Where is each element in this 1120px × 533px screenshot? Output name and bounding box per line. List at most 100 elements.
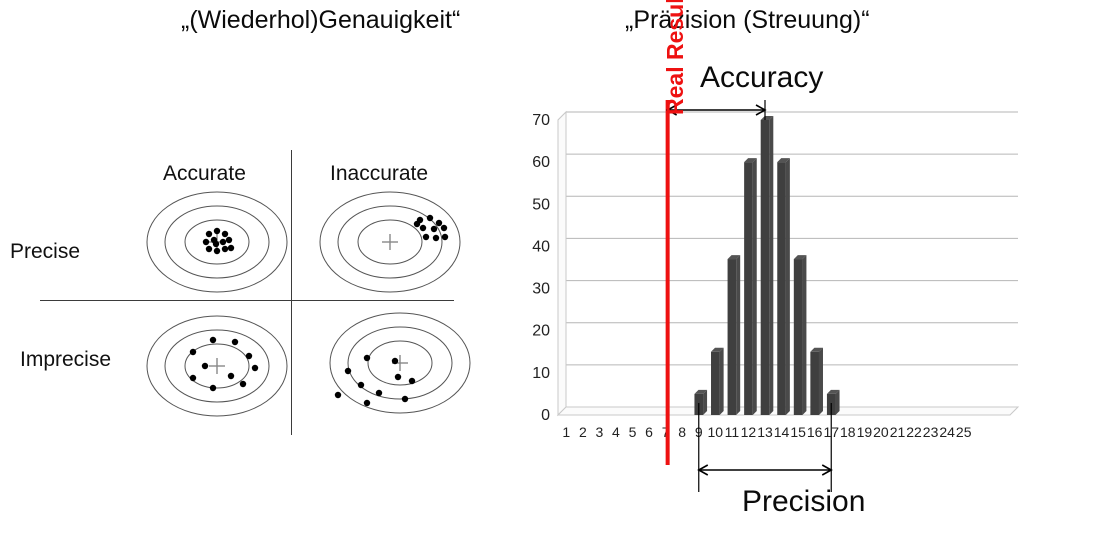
target-dot	[227, 372, 235, 380]
y-tick-label: 50	[532, 196, 550, 213]
target-inaccurate-precise	[319, 191, 461, 293]
target-dot	[357, 381, 365, 389]
target-dot	[363, 354, 371, 362]
bar-top-face	[694, 389, 708, 394]
x-tick-label: 14	[774, 424, 790, 440]
precision-arrow-head-left	[697, 464, 709, 476]
x-axis-ticks: 1234567891011121314151617181920212223242…	[562, 424, 971, 440]
target-dot	[227, 244, 235, 252]
x-tick-label: 24	[939, 424, 955, 440]
target-dot	[408, 377, 416, 385]
dot-group-inaccurate-imprecise	[334, 354, 416, 407]
bar	[711, 347, 724, 415]
y-tick-label: 0	[541, 407, 550, 424]
x-tick-label: 19	[857, 424, 873, 440]
bar-top-face	[777, 158, 790, 163]
target-dot	[441, 233, 449, 241]
x-tick-label: 4	[612, 424, 620, 440]
y-tick-label: 60	[532, 154, 550, 171]
bar	[777, 158, 790, 415]
x-tick-label: 10	[708, 424, 724, 440]
x-tick-label: 11	[725, 424, 740, 440]
x-tick-label: 16	[807, 424, 823, 440]
target-dot	[209, 336, 217, 344]
quadrant-column-label-accurate: Accurate	[163, 162, 246, 185]
x-tick-label: 22	[906, 424, 922, 440]
bar	[810, 347, 823, 415]
bar	[826, 389, 840, 415]
bar-front-face	[760, 120, 770, 415]
bar-side-face	[785, 158, 790, 415]
bar-side-face	[719, 347, 724, 415]
x-tick-label: 5	[629, 424, 637, 440]
bar-front-face	[777, 162, 786, 415]
x-tick-label: 2	[579, 424, 587, 440]
target-dot	[419, 224, 427, 232]
bar	[727, 255, 741, 415]
y-tick-label: 70	[532, 112, 550, 129]
quadrant-horizontal-divider	[40, 300, 454, 301]
target-dot	[231, 338, 239, 346]
quadrant-vertical-divider	[291, 150, 292, 435]
x-tick-label: 25	[956, 424, 972, 440]
target-dot	[430, 225, 438, 233]
target-dot	[221, 245, 229, 253]
bar-side-face	[818, 347, 823, 415]
dot-group-inaccurate-precise	[413, 214, 449, 242]
accuracy-annotation-label: Accuracy	[700, 61, 824, 94]
bar	[694, 389, 708, 415]
x-tick-label: 20	[873, 424, 889, 440]
accuracy-arrow-head-left	[665, 104, 678, 116]
bar	[760, 116, 774, 415]
bars-layer	[694, 116, 840, 415]
bar-side-face	[835, 389, 840, 415]
accuracy-precision-quadrant-diagram: Accurate Inaccurate Precise Imprecise	[0, 140, 500, 480]
target-accurate-precise	[146, 191, 288, 293]
precision-arrow-head-right	[821, 464, 833, 476]
x-tick-label: 13	[757, 424, 773, 440]
target-dot	[245, 352, 253, 360]
y-tick-label: 10	[532, 365, 550, 382]
x-tick-label: 6	[645, 424, 653, 440]
accuracy-arrow-head-right	[755, 104, 767, 116]
bar-front-face	[711, 351, 720, 415]
target-dot	[205, 230, 213, 238]
target-dot	[334, 391, 342, 399]
target-dot	[363, 399, 371, 407]
target-dot	[391, 357, 399, 365]
target-dot	[413, 220, 421, 228]
x-tick-label: 3	[596, 424, 604, 440]
dot-group-accurate-precise	[202, 227, 235, 255]
y-tick-label: 30	[532, 281, 550, 298]
target-dot	[239, 380, 247, 388]
histogram-chart: Accuracy Precision Real Result 0 10 20 30 40…	[520, 0, 1120, 533]
bar-front-face	[793, 259, 803, 415]
target-dot	[375, 389, 383, 397]
x-tick-label: 12	[741, 424, 757, 440]
target-inaccurate-imprecise	[329, 312, 471, 414]
target-dot	[440, 224, 448, 232]
y-axis-ticks: 0 10 20 30 40 50 60 70	[532, 112, 550, 424]
bar-side-face	[802, 255, 807, 415]
target-dot	[435, 219, 443, 227]
y-tick-label: 20	[532, 323, 550, 340]
quadrant-column-label-inaccurate: Inaccurate	[330, 162, 429, 185]
x-tick-label: 21	[890, 424, 906, 440]
target-dot	[221, 230, 229, 238]
bar-side-face	[752, 158, 757, 415]
target-dot	[205, 245, 213, 253]
bar-front-face	[810, 351, 819, 415]
bar-front-face	[744, 162, 753, 415]
target-dot	[189, 348, 197, 356]
bar-side-face	[769, 116, 774, 415]
bar	[793, 255, 807, 415]
target-dot	[251, 364, 259, 372]
target-dot	[202, 238, 210, 246]
bar-top-face	[711, 347, 724, 352]
annotations-layer	[665, 100, 833, 492]
target-dot	[394, 373, 402, 381]
target-dot	[209, 384, 217, 392]
dot-group-accurate-imprecise	[189, 336, 259, 392]
target-dot	[422, 233, 430, 241]
